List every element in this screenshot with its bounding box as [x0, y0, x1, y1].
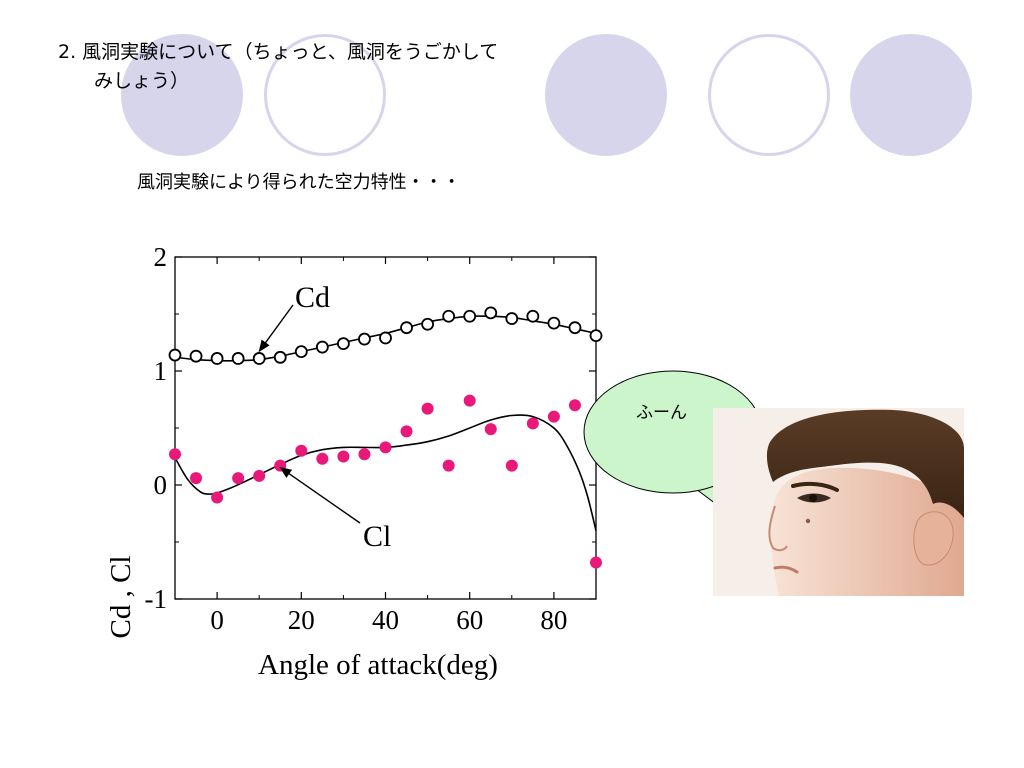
- annotation-arrow-cl: [279, 467, 361, 524]
- point-cd: [252, 352, 266, 365]
- y-axis-label: Cd , Cl: [105, 556, 137, 639]
- speech-bubble-text: ふーん: [636, 403, 687, 423]
- point-cl: [379, 441, 392, 454]
- point-cd: [505, 312, 519, 325]
- x-tick-label: 60: [456, 605, 483, 635]
- point-cl: [316, 452, 329, 465]
- decor-circle-4: [708, 34, 830, 156]
- y-tick-label: 2: [154, 242, 168, 272]
- point-cl: [169, 448, 181, 461]
- point-cl: [295, 444, 308, 457]
- point-cl: [400, 425, 413, 438]
- point-cd: [336, 337, 350, 351]
- point-cd: [358, 332, 371, 346]
- point-cd: [210, 352, 224, 365]
- point-cl: [337, 450, 350, 463]
- x-axis-label: Angle of attack(deg): [258, 649, 498, 681]
- annotation-cd: Cd: [295, 281, 330, 314]
- x-tick-label: 40: [372, 605, 399, 635]
- point-cd: [273, 350, 287, 364]
- point-cl: [568, 399, 581, 412]
- annotation-cl: Cl: [363, 520, 391, 553]
- point-cd: [294, 345, 308, 359]
- x-tick-label: 80: [540, 605, 567, 635]
- point-cl: [547, 410, 560, 423]
- point-cd: [400, 321, 413, 335]
- point-cd: [231, 352, 245, 365]
- point-cd: [526, 309, 540, 323]
- point-cl: [463, 394, 476, 407]
- point-cl: [358, 448, 371, 461]
- point-cd: [484, 306, 498, 320]
- boy-photo: [713, 408, 964, 596]
- point-cd: [168, 348, 182, 362]
- point-cl: [253, 469, 266, 482]
- annotation-arrow-cd: [258, 304, 294, 353]
- point-cl: [505, 459, 518, 472]
- point-cd: [379, 331, 392, 345]
- point-cd: [463, 309, 477, 323]
- point-cl: [526, 417, 539, 430]
- point-cl: [211, 491, 224, 504]
- slide-title-line1: 2. 風洞実験について（ちょっと、風洞をうごかして: [58, 41, 499, 63]
- point-cd: [421, 317, 435, 331]
- x-tick-label: 20: [288, 605, 315, 635]
- point-cd: [589, 329, 603, 343]
- y-tick-label: 1: [154, 356, 168, 386]
- point-cl: [484, 423, 497, 436]
- decor-circle-5: [850, 34, 972, 156]
- point-cd: [547, 316, 561, 330]
- slide-subtitle: 風洞実験により得られた空力特性・・・: [137, 172, 461, 193]
- decor-circle-1: [121, 34, 243, 156]
- decor-circle-3: [545, 34, 667, 156]
- slide-title: 2. 風洞実験について（ちょっと、風洞をうごかして みしょう）: [58, 38, 618, 96]
- x-tick-label: 0: [210, 605, 224, 635]
- y-tick-label: 0: [154, 470, 168, 500]
- point-cl: [442, 459, 455, 472]
- point-cl: [590, 556, 602, 569]
- point-cd: [315, 340, 329, 354]
- point-cd: [442, 309, 456, 323]
- point-cl: [421, 402, 434, 415]
- decor-circle-2: [264, 34, 386, 156]
- point-cl: [232, 472, 245, 485]
- annotations: Cd Cl: [258, 281, 391, 553]
- chart-axes: 0 20 40 60 80 -1 0 1 2: [145, 242, 597, 635]
- aero-chart: 0 20 40 60 80 -1 0 1 2 Cd Cl Angle of attack(deg)…: [105, 242, 603, 681]
- point-cd: [568, 321, 582, 335]
- slide-title-line2: みしょう）: [94, 70, 190, 92]
- y-tick-label: -1: [145, 584, 168, 614]
- point-cl: [190, 472, 203, 485]
- point-cd: [189, 349, 203, 363]
